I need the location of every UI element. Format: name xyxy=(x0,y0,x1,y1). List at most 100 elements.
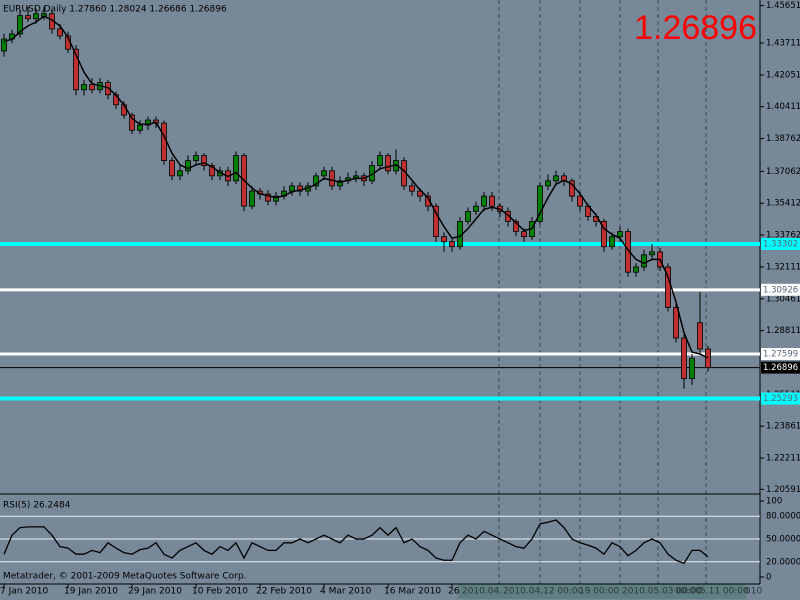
price-level-label: 1.30926 xyxy=(763,285,798,295)
candle-body xyxy=(473,205,479,212)
price-level-label: 1.25293 xyxy=(763,394,798,404)
candle-body xyxy=(609,236,615,248)
x-tick-label: 19 Jan 2010 xyxy=(64,587,118,597)
y-tick-label: 50.0000 xyxy=(766,535,800,545)
candle-body xyxy=(441,236,447,243)
price-level-box xyxy=(761,237,800,250)
time-label: 2010.04. xyxy=(462,587,502,597)
candle-body xyxy=(297,185,303,192)
copyright: Metatrader, © 2001-2009 MetaQuotes Softw… xyxy=(3,572,246,582)
y-tick-label: 1.37062 xyxy=(766,167,800,177)
candle-body xyxy=(137,124,143,131)
candle-body xyxy=(273,195,279,202)
candle-body xyxy=(617,231,623,238)
candle-body xyxy=(73,48,79,91)
y-tick-label: 1.20591 xyxy=(766,485,800,495)
candle-body xyxy=(193,155,199,162)
candle-body xyxy=(513,221,519,233)
rsi-line xyxy=(3,519,709,565)
candle-body xyxy=(265,193,271,202)
candle-body xyxy=(209,165,215,177)
candle-body xyxy=(417,190,423,197)
candle-body xyxy=(321,170,327,177)
time-label: 5.11 00:00 xyxy=(700,587,749,597)
candle-body xyxy=(633,266,639,273)
candle-body xyxy=(337,180,343,187)
candle-body xyxy=(185,160,191,172)
candle-body xyxy=(249,190,255,207)
candle-body xyxy=(641,254,647,268)
rsi-panel: 100 80.0000 50.0000 20.0000 0 xyxy=(0,497,800,583)
candle-body xyxy=(329,170,335,187)
time-label: 00:00 xyxy=(675,587,701,597)
moving-average xyxy=(3,15,709,359)
y-tick-label: 20.0000 xyxy=(766,557,800,567)
y-tick-label: 1.43711 xyxy=(766,39,800,49)
time-label: 2010.04.12 00:00 xyxy=(503,587,584,597)
x-tick-label: 16 Mar 2010 xyxy=(384,587,441,597)
candle-body xyxy=(81,84,87,91)
candle-body xyxy=(25,15,31,20)
y-tick-label: 1.32111 xyxy=(766,262,800,272)
y-tick-label: 1.23861 xyxy=(766,422,800,432)
candle-body xyxy=(33,13,39,20)
candle-body xyxy=(1,38,7,52)
candle-body xyxy=(569,180,575,197)
candle-body xyxy=(105,82,111,96)
y-tick-label: 1.33762 xyxy=(766,231,800,241)
x-tick-label: 7 Jan 2010 xyxy=(0,587,48,597)
candle-body xyxy=(689,357,695,379)
candle-body xyxy=(89,84,95,91)
price-level-label: 1.27599 xyxy=(763,350,798,360)
candle-body xyxy=(201,155,207,167)
price-level-box xyxy=(761,361,800,374)
y-tick-label: 1.30461 xyxy=(766,294,800,304)
x-tick-label: 10 Feb 2010 xyxy=(192,587,248,597)
candle-body xyxy=(697,322,703,350)
time-label: 010 xyxy=(745,587,762,597)
time-label: 19 00:00 xyxy=(579,587,620,597)
candle-body xyxy=(489,195,495,207)
y-tick-label: 80.0000 xyxy=(766,512,800,522)
candle-body xyxy=(505,210,511,222)
price-level-label: 1.26896 xyxy=(763,363,798,373)
y-tick-label: 1.22211 xyxy=(766,454,800,464)
candle-body xyxy=(681,337,687,379)
y-tick-label: 1.40411 xyxy=(766,102,800,112)
candle-body xyxy=(521,231,527,238)
candle-body xyxy=(537,185,543,222)
candle-body xyxy=(313,175,319,187)
time-highlight xyxy=(458,584,746,599)
candle-body xyxy=(177,170,183,177)
candle-body xyxy=(385,155,391,172)
x-tick-label: 26 xyxy=(448,587,460,597)
price-level-label: 1.33302 xyxy=(763,239,798,249)
candle-body xyxy=(553,175,559,182)
candle-body xyxy=(649,251,655,256)
candle-body xyxy=(705,348,711,369)
candle-body xyxy=(161,122,167,162)
candle-body xyxy=(145,119,151,126)
price-annotation: 1.26896 xyxy=(634,9,757,47)
x-tick-label: 22 Feb 2010 xyxy=(256,587,312,597)
candle-body xyxy=(481,195,487,207)
candle-body xyxy=(289,185,295,192)
candle-body xyxy=(353,175,359,179)
y-tick-label: 1.45651 xyxy=(766,1,800,11)
candle-body xyxy=(169,160,175,177)
time-label: 2010.05.03 00:00 xyxy=(622,587,703,597)
candle-body xyxy=(409,185,415,192)
price-level-box xyxy=(761,348,800,361)
period-separators xyxy=(498,0,707,584)
candle-body xyxy=(449,241,455,248)
candle-body xyxy=(17,15,23,35)
x-tick-label: 29 Jan 2010 xyxy=(128,587,182,597)
candle-body xyxy=(129,114,135,131)
indicator-label: RSI(5) 26.2484 xyxy=(3,501,71,511)
y-tick-label: 1.28811 xyxy=(766,326,800,336)
candle-body xyxy=(577,195,583,207)
candle-body xyxy=(377,155,383,167)
